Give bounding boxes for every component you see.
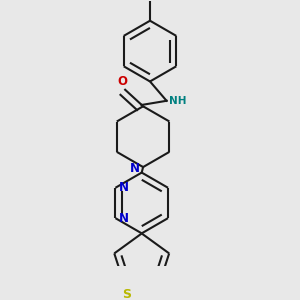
- Text: N: N: [119, 212, 129, 225]
- Text: S: S: [122, 288, 130, 300]
- Text: N: N: [130, 162, 140, 175]
- Text: O: O: [117, 74, 128, 88]
- Text: N: N: [119, 181, 129, 194]
- Text: NH: NH: [169, 96, 186, 106]
